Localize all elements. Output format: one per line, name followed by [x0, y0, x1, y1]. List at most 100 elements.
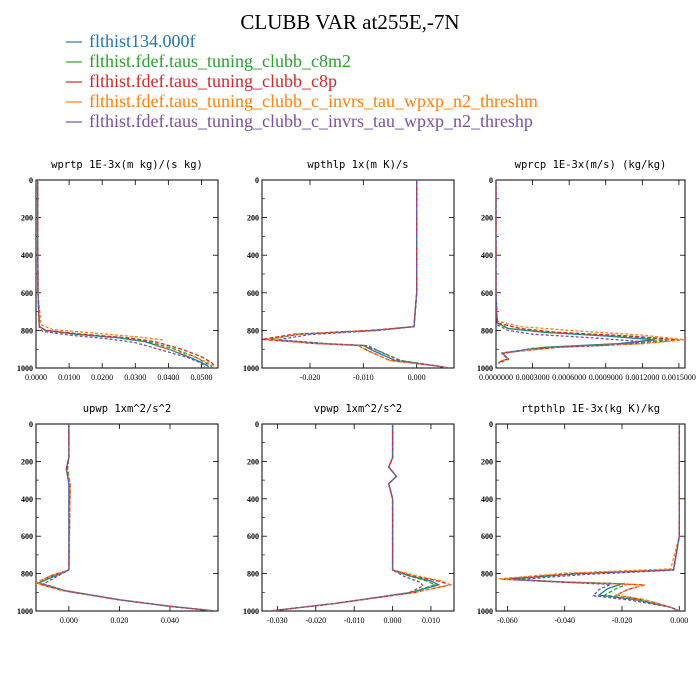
series-line-2: [37, 180, 213, 368]
panel-2: wpthlp 1x(m K)/s 0 200 400 600 800 1000 -0.020 -…: [243, 159, 455, 382]
x-tick-label: 0.0000000: [479, 373, 513, 382]
x-tick-label: 0.000: [408, 373, 426, 382]
panel-title: rtpthlp 1E-3x(kg K)/kg: [521, 403, 660, 415]
series-line-2: [36, 424, 216, 611]
series-line-5: [269, 424, 425, 611]
y-tick-label: 0: [255, 176, 259, 185]
legend-entry: flthist.fdef.taus_tuning_clubb_c_invrs_t…: [89, 111, 533, 131]
x-tick-label: -0.040: [554, 616, 575, 625]
y-tick-label: 600: [21, 532, 33, 541]
y-tick-label: 200: [481, 214, 493, 223]
legend-entry: flthist.fdef.taus_tuning_clubb_c8p: [89, 71, 337, 91]
x-tick-label: 0.0400: [157, 373, 179, 382]
y-tick-label: 400: [247, 251, 259, 260]
y-tick-label: 400: [481, 251, 493, 260]
panel-frame: [261, 423, 455, 612]
panel-title: vpwp 1xm^2/s^2: [314, 403, 403, 415]
x-tick-label: 0.0012000: [625, 373, 659, 382]
panel-frame: [495, 179, 686, 369]
x-tick-label: -0.010: [344, 616, 365, 625]
x-tick-label: 0.0006000: [552, 373, 586, 382]
y-tick-label: 200: [247, 457, 259, 466]
y-tick-label: 600: [247, 289, 259, 298]
y-tick-label: 600: [21, 289, 33, 298]
panel-frame: [35, 179, 219, 369]
y-tick-label: 1000: [243, 364, 259, 373]
panel-title: wprtp 1E-3x(m kg)/(s kg): [51, 159, 203, 171]
x-tick-label: 0.000: [60, 616, 78, 625]
legend-entry: flthist.fdef.taus_tuning_clubb_c_invrs_t…: [89, 91, 538, 111]
x-tick-label: 0.010: [422, 616, 440, 625]
y-tick-label: 0: [489, 420, 493, 429]
series-line-1: [267, 180, 449, 368]
panel-title: wpthlp 1x(m K)/s: [307, 159, 408, 171]
series-line-5: [41, 424, 216, 611]
y-tick-label: 200: [21, 457, 33, 466]
y-tick-label: 400: [21, 251, 33, 260]
x-tick-label: -0.030: [267, 616, 288, 625]
panel-4: upwp 1xm^2/s^2 0 200 400 600 800 1000 0.000 0.02…: [17, 403, 219, 625]
y-tick-label: 800: [21, 326, 33, 335]
x-tick-label: 0.0000: [25, 373, 47, 382]
y-tick-label: 600: [481, 289, 493, 298]
y-tick-label: 400: [247, 495, 259, 504]
y-tick-label: 1000: [17, 607, 33, 616]
panel-title: upwp 1xm^2/s^2: [83, 403, 172, 415]
series-line-5: [37, 180, 206, 368]
y-tick-label: 0: [255, 420, 259, 429]
y-tick-label: 1000: [477, 607, 493, 616]
series-line-1: [36, 424, 216, 611]
y-tick-label: 200: [481, 457, 493, 466]
series-line-3: [262, 180, 449, 368]
legend-entry: flthist134.000f: [89, 31, 196, 51]
series-line-1: [37, 180, 209, 368]
panel-title: wprcp 1E-3x(m/s) (kg/kg): [515, 159, 667, 171]
series-line-3: [37, 180, 216, 368]
x-tick-label: 0.000: [670, 616, 688, 625]
series-line-5: [496, 180, 643, 364]
panels: wprtp 1E-3x(m kg)/(s kg) 0 200 400 600 800 100…: [17, 159, 696, 625]
panel-frame: [35, 423, 219, 612]
x-tick-label: 0.0009000: [589, 373, 623, 382]
panel-frame: [261, 179, 455, 369]
y-tick-label: 0: [29, 420, 33, 429]
series-line-4: [267, 180, 449, 368]
y-tick-label: 800: [247, 326, 259, 335]
legend-entry: flthist.fdef.taus_tuning_clubb_c8m2: [89, 51, 351, 71]
x-tick-label: -0.010: [353, 373, 374, 382]
legend: flthist134.000fflthist.fdef.taus_tuning_…: [66, 31, 538, 131]
y-tick-label: 600: [481, 532, 493, 541]
series-line-3: [269, 424, 453, 611]
panel-6: rtpthlp 1E-3x(kg K)/kg02004006008001000-…: [477, 403, 688, 625]
y-tick-label: 0: [29, 176, 33, 185]
x-tick-label: 0.0200: [91, 373, 113, 382]
y-tick-label: 800: [481, 326, 493, 335]
series-line-2: [267, 180, 449, 368]
y-tick-label: 200: [21, 214, 33, 223]
y-tick-label: 0: [489, 176, 493, 185]
panel-5: vpwp 1xm^2/s^2 0 200 400 600 800 1000 -0.030 -0.…: [243, 403, 455, 625]
x-tick-label: 0.020: [110, 616, 128, 625]
x-tick-label: 0.000: [384, 616, 402, 625]
y-tick-label: 600: [247, 532, 259, 541]
series-line-2: [269, 424, 437, 611]
x-tick-label: 0.0300: [124, 373, 146, 382]
figure-title: CLUBB VAR at255E,-7N: [240, 10, 459, 34]
y-tick-label: 1000: [17, 364, 33, 373]
x-tick-label: 0.0015000: [662, 373, 696, 382]
panel-3: wprcp 1E-3x(m/s) (kg/kg) 0 200 400 600 800 100…: [477, 159, 696, 382]
panel-1: wprtp 1E-3x(m kg)/(s kg) 0 200 400 600 800 100…: [17, 159, 219, 382]
x-tick-label: -0.060: [497, 616, 518, 625]
x-tick-label: 0.0500: [190, 373, 212, 382]
x-tick-label: 0.0100: [58, 373, 80, 382]
y-tick-label: 400: [21, 495, 33, 504]
x-tick-label: -0.020: [305, 616, 326, 625]
series-line-5: [515, 424, 680, 611]
y-tick-label: 800: [247, 570, 259, 579]
x-tick-label: 0.0003000: [516, 373, 550, 382]
series-line-4: [36, 424, 216, 611]
series-line-5: [277, 180, 449, 368]
series-line-4: [269, 424, 453, 611]
x-tick-label: -0.020: [300, 373, 321, 382]
